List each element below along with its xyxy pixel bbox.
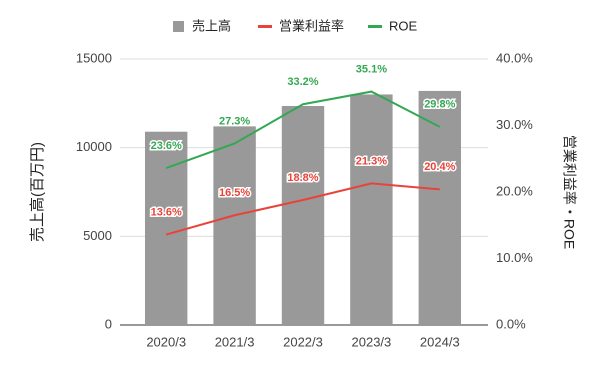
legend-label: ROE <box>389 18 418 33</box>
legend-swatch <box>173 21 184 32</box>
line <box>165 90 441 170</box>
y-tick-label: 15000 <box>76 50 112 65</box>
legend-label: 営業利益率 <box>279 18 344 33</box>
x-tick-label: 2022/3 <box>283 334 323 349</box>
x-tick-label: 2021/3 <box>215 334 255 349</box>
y2-axis-title: 営業利益率・ROE <box>561 135 577 249</box>
y-tick-label: 0 <box>105 316 112 331</box>
y2-tick-label: 10.0% <box>496 250 533 265</box>
bar <box>144 131 188 325</box>
value-label: 35.1% <box>356 63 387 75</box>
x-tick-label: 2024/3 <box>420 334 460 349</box>
bar <box>418 90 462 325</box>
x-tick-label: 2023/3 <box>352 334 392 349</box>
value-label: 16.5% <box>219 187 250 199</box>
legend-label: 売上高 <box>192 18 231 33</box>
line <box>165 182 440 236</box>
value-label: 21.3% <box>356 155 387 167</box>
x-tick-label: 2020/3 <box>146 334 186 349</box>
bar <box>281 105 325 325</box>
value-label: 23.6% <box>151 140 182 152</box>
y2-tick-label: 20.0% <box>496 183 533 198</box>
value-label: 27.3% <box>219 115 250 127</box>
bar <box>213 126 256 326</box>
value-label: 33.2% <box>287 76 318 88</box>
value-label: 29.8% <box>424 99 455 111</box>
value-label: 13.6% <box>151 206 182 218</box>
bar <box>350 94 393 325</box>
y2-tick-label: 40.0% <box>496 50 533 65</box>
value-label: 20.4% <box>424 161 455 173</box>
y2-tick-label: 30.0% <box>496 117 533 132</box>
y-tick-label: 10000 <box>76 139 112 154</box>
value-label: 18.8% <box>287 172 318 184</box>
y-tick-label: 5000 <box>83 228 112 243</box>
y-axis-title: 売上高(百万円) <box>29 142 46 242</box>
y2-tick-label: 0.0% <box>496 316 526 331</box>
